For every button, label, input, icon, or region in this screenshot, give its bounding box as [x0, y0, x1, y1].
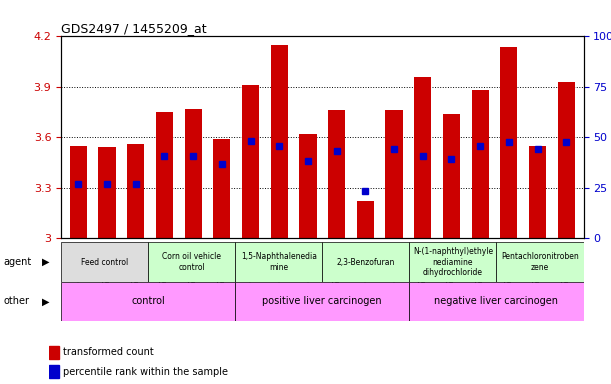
- Bar: [213, 139, 230, 238]
- Text: other: other: [3, 296, 29, 306]
- Bar: [299, 134, 316, 238]
- Text: ▶: ▶: [42, 257, 49, 267]
- Bar: [49, 346, 59, 359]
- Bar: [61, 282, 235, 321]
- Text: Feed control: Feed control: [81, 258, 128, 266]
- Bar: [242, 85, 259, 238]
- Text: control: control: [131, 296, 165, 306]
- Bar: [443, 114, 460, 238]
- Bar: [61, 242, 148, 282]
- Bar: [558, 82, 575, 238]
- Text: Pentachloronitroben
zene: Pentachloronitroben zene: [501, 252, 579, 272]
- Bar: [529, 146, 546, 238]
- Text: negative liver carcinogen: negative liver carcinogen: [434, 296, 558, 306]
- Text: 2,3-Benzofuran: 2,3-Benzofuran: [337, 258, 395, 266]
- Text: positive liver carcinogen: positive liver carcinogen: [263, 296, 382, 306]
- Bar: [127, 144, 144, 238]
- Bar: [235, 242, 323, 282]
- Text: transformed count: transformed count: [63, 347, 153, 358]
- Text: agent: agent: [3, 257, 31, 267]
- Bar: [70, 146, 87, 238]
- Bar: [357, 201, 374, 238]
- Bar: [409, 242, 496, 282]
- Bar: [386, 111, 403, 238]
- Bar: [156, 112, 173, 238]
- Text: 1,5-Naphthalenedia
mine: 1,5-Naphthalenedia mine: [241, 252, 316, 272]
- Text: N-(1-naphthyl)ethyle
nediamine
dihydrochloride: N-(1-naphthyl)ethyle nediamine dihydroch…: [413, 247, 493, 277]
- Bar: [98, 147, 115, 238]
- Text: GDS2497 / 1455209_at: GDS2497 / 1455209_at: [61, 22, 207, 35]
- Bar: [49, 365, 59, 378]
- Bar: [271, 45, 288, 238]
- Bar: [472, 90, 489, 238]
- Bar: [235, 282, 409, 321]
- Bar: [414, 77, 431, 238]
- Text: ▶: ▶: [42, 296, 49, 306]
- Bar: [500, 46, 518, 238]
- Text: percentile rank within the sample: percentile rank within the sample: [63, 366, 228, 377]
- Bar: [496, 242, 584, 282]
- Bar: [323, 242, 409, 282]
- Bar: [409, 282, 584, 321]
- Bar: [185, 109, 202, 238]
- Bar: [328, 111, 345, 238]
- Text: Corn oil vehicle
control: Corn oil vehicle control: [162, 252, 221, 272]
- Bar: [148, 242, 235, 282]
